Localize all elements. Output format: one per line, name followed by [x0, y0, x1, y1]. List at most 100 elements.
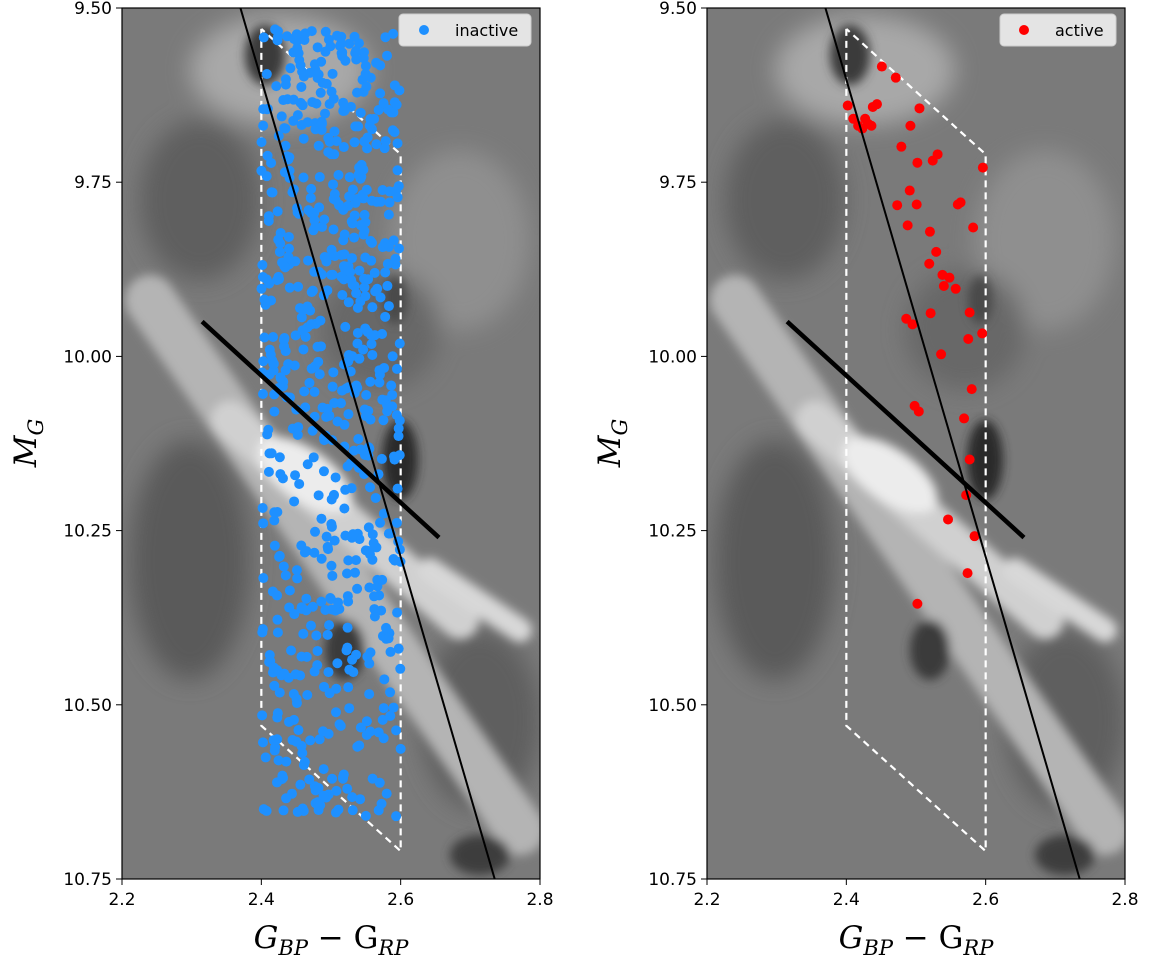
data-point — [280, 346, 291, 357]
data-point — [374, 590, 385, 601]
data-point — [848, 113, 859, 124]
data-point — [291, 693, 302, 704]
data-point — [304, 67, 315, 78]
data-point — [281, 793, 292, 804]
data-point — [931, 246, 942, 257]
data-point — [335, 720, 346, 731]
data-point — [360, 291, 371, 302]
x-tick-label: 2.4 — [833, 890, 860, 910]
data-point — [395, 743, 406, 754]
plot-layer — [785, 8, 1081, 879]
data-point — [271, 81, 282, 92]
data-point — [323, 147, 334, 158]
data-point — [316, 118, 327, 129]
data-point — [377, 242, 388, 253]
data-point — [292, 43, 303, 54]
data-point — [352, 338, 363, 349]
data-point — [377, 328, 388, 339]
data-point — [337, 289, 348, 300]
data-point — [315, 87, 326, 98]
data-point — [977, 162, 988, 173]
data-point — [352, 741, 363, 752]
data-point — [336, 31, 347, 42]
x-tick-label: 2.6 — [972, 890, 999, 910]
data-point — [350, 567, 361, 578]
data-point — [318, 790, 329, 801]
data-point — [316, 513, 327, 524]
data-point — [314, 734, 325, 745]
data-point — [272, 590, 283, 601]
data-point — [296, 312, 307, 323]
data-point — [299, 547, 310, 558]
data-point — [375, 517, 386, 528]
data-point — [282, 31, 293, 42]
data-point — [313, 356, 324, 367]
data-point — [355, 444, 366, 455]
data-point — [304, 774, 315, 785]
data-point — [290, 669, 301, 680]
data-point — [288, 115, 299, 126]
data-point — [378, 415, 389, 426]
data-point — [264, 448, 275, 459]
data-point — [292, 573, 303, 584]
data-point — [262, 429, 273, 440]
data-point — [274, 687, 285, 698]
data-point — [328, 179, 339, 190]
data-point — [385, 646, 396, 657]
data-point — [280, 74, 291, 85]
x-axis-label: GBP − GRP — [839, 920, 995, 960]
data-point — [911, 199, 922, 210]
data-point — [258, 120, 269, 131]
data-point — [284, 243, 295, 254]
x-axis-label-sub: BP — [277, 936, 308, 960]
data-point — [308, 452, 319, 463]
data-point — [286, 645, 297, 656]
legend-label: inactive — [455, 21, 518, 40]
data-point — [379, 674, 390, 685]
legend-label: active — [1055, 21, 1104, 40]
data-point — [273, 271, 284, 282]
y-tick-label: 9.75 — [659, 173, 697, 193]
data-point — [296, 603, 307, 614]
data-point — [344, 191, 355, 202]
data-point — [305, 735, 316, 746]
data-point — [964, 454, 975, 465]
data-point — [294, 303, 305, 314]
data-point — [302, 690, 313, 701]
legend: active — [999, 13, 1117, 47]
data-point — [365, 482, 376, 493]
data-point — [943, 514, 954, 525]
data-point — [327, 381, 338, 392]
data-point — [326, 519, 337, 530]
data-point — [342, 622, 353, 633]
data-point — [320, 108, 331, 119]
fit-line-steep — [239, 8, 496, 879]
data-point — [378, 733, 389, 744]
data-point — [332, 658, 343, 669]
data-point — [352, 583, 363, 594]
data-point — [276, 111, 287, 122]
data-point — [291, 565, 302, 576]
x-axis-label-mid: − G — [893, 920, 963, 956]
x-axis-label: GBP − GRP — [254, 920, 410, 960]
data-point — [966, 384, 977, 395]
y-axis-label-main: M — [592, 434, 628, 468]
data-point — [323, 667, 334, 678]
data-point — [338, 771, 349, 782]
data-point — [380, 32, 391, 43]
data-point — [377, 714, 388, 725]
y-axis-label-sub: G — [608, 419, 632, 436]
data-point — [268, 662, 279, 673]
data-point — [349, 232, 360, 243]
data-point — [365, 376, 376, 387]
data-point — [348, 529, 359, 540]
data-point — [892, 200, 903, 211]
y-tick-label: 10.25 — [648, 522, 697, 542]
data-point — [326, 604, 337, 615]
data-point — [944, 272, 955, 283]
data-point — [344, 38, 355, 49]
data-point — [370, 492, 381, 503]
data-point — [912, 157, 923, 168]
data-point — [395, 663, 406, 674]
data-point — [977, 328, 988, 339]
